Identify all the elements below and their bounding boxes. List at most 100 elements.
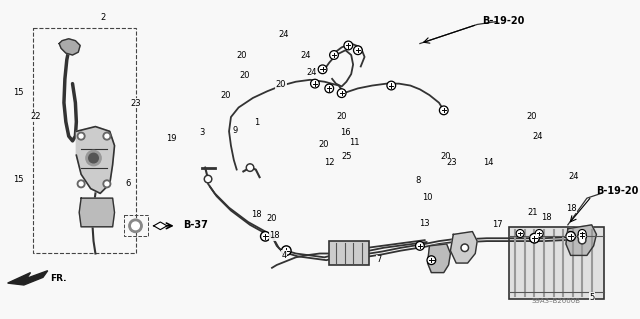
Text: 16: 16	[340, 128, 351, 137]
Circle shape	[346, 42, 351, 48]
Circle shape	[246, 164, 254, 171]
Circle shape	[579, 236, 586, 244]
Text: 23: 23	[447, 158, 458, 167]
Circle shape	[318, 65, 327, 74]
Text: 14: 14	[483, 158, 494, 167]
Polygon shape	[428, 244, 451, 273]
Circle shape	[531, 235, 538, 241]
Text: 19: 19	[166, 134, 176, 143]
Circle shape	[103, 180, 111, 188]
Text: 20: 20	[239, 71, 250, 80]
Text: 1: 1	[254, 118, 259, 128]
Circle shape	[531, 235, 538, 241]
Circle shape	[566, 232, 575, 241]
Polygon shape	[8, 271, 48, 285]
Circle shape	[105, 182, 109, 186]
Circle shape	[530, 234, 539, 242]
Circle shape	[129, 219, 142, 233]
Bar	[33, 28, 136, 253]
Circle shape	[262, 233, 269, 240]
Text: 6: 6	[125, 179, 131, 188]
Text: 13: 13	[419, 219, 430, 228]
Text: 20: 20	[266, 214, 277, 223]
Text: 20: 20	[337, 112, 348, 121]
Text: 24: 24	[532, 132, 543, 141]
Circle shape	[205, 177, 211, 182]
Text: FR.: FR.	[50, 274, 66, 283]
Polygon shape	[451, 232, 477, 263]
Circle shape	[580, 238, 584, 242]
Text: 3: 3	[199, 128, 204, 137]
Circle shape	[441, 108, 447, 113]
Circle shape	[463, 246, 467, 250]
Text: 24: 24	[569, 172, 579, 181]
Text: B-19-20: B-19-20	[482, 16, 524, 26]
Circle shape	[440, 106, 448, 115]
Circle shape	[260, 232, 270, 241]
Circle shape	[518, 231, 523, 236]
Bar	[329, 241, 369, 265]
Circle shape	[428, 257, 435, 263]
Text: 18: 18	[566, 204, 577, 213]
Circle shape	[132, 222, 140, 230]
Text: 21: 21	[527, 208, 538, 217]
Text: B-19-20: B-19-20	[596, 187, 639, 197]
Text: 12: 12	[324, 158, 335, 167]
Circle shape	[283, 247, 290, 254]
Text: 15: 15	[13, 88, 24, 97]
Polygon shape	[79, 198, 115, 227]
Text: 25: 25	[342, 152, 352, 161]
Circle shape	[344, 41, 353, 50]
Text: 10: 10	[422, 193, 433, 202]
Circle shape	[312, 81, 318, 87]
Circle shape	[86, 151, 101, 166]
Text: 18: 18	[269, 231, 280, 240]
Circle shape	[89, 153, 99, 163]
Circle shape	[204, 175, 212, 183]
Circle shape	[579, 230, 586, 237]
Circle shape	[579, 233, 585, 239]
Text: B-37: B-37	[183, 220, 208, 230]
Text: 9: 9	[232, 126, 238, 135]
Circle shape	[516, 230, 524, 237]
Circle shape	[579, 231, 585, 236]
Circle shape	[536, 231, 542, 236]
Text: 8: 8	[416, 176, 421, 185]
Bar	[124, 215, 148, 236]
Circle shape	[282, 246, 291, 256]
Text: 17: 17	[492, 220, 503, 229]
Circle shape	[530, 234, 539, 243]
Text: 20: 20	[236, 51, 246, 61]
Text: 5: 5	[590, 293, 595, 301]
Circle shape	[79, 134, 83, 138]
Circle shape	[387, 81, 396, 90]
Text: 24: 24	[300, 51, 310, 61]
Circle shape	[567, 233, 574, 240]
Text: 11: 11	[349, 138, 360, 147]
Circle shape	[326, 85, 332, 92]
Circle shape	[103, 132, 111, 140]
Circle shape	[310, 79, 319, 88]
Circle shape	[339, 90, 345, 96]
Text: 24: 24	[279, 30, 289, 39]
Text: 4: 4	[282, 251, 287, 260]
Text: S9A3–B2600B: S9A3–B2600B	[532, 298, 581, 304]
Circle shape	[325, 84, 333, 93]
Circle shape	[105, 134, 109, 138]
Circle shape	[388, 83, 394, 89]
Circle shape	[353, 46, 362, 55]
Circle shape	[331, 52, 337, 58]
Polygon shape	[76, 127, 115, 193]
Circle shape	[77, 180, 85, 188]
Text: 20: 20	[440, 152, 451, 161]
Circle shape	[319, 66, 326, 72]
Bar	[509, 227, 604, 299]
Circle shape	[536, 230, 543, 237]
Circle shape	[461, 244, 468, 252]
Text: 15: 15	[13, 175, 24, 184]
Circle shape	[427, 256, 436, 264]
Text: 20: 20	[221, 91, 231, 100]
Circle shape	[77, 132, 85, 140]
Text: 7: 7	[376, 256, 381, 264]
Text: 22: 22	[30, 112, 41, 121]
